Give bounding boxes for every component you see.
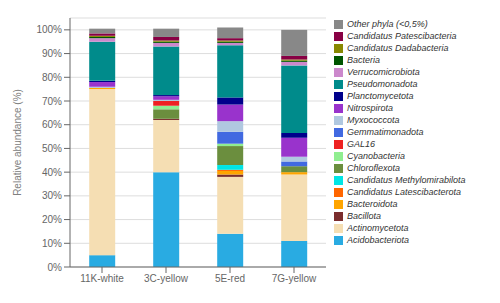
svg-text:11K-white: 11K-white	[80, 273, 124, 284]
svg-text:Relative abundance (%): Relative abundance (%)	[12, 89, 23, 196]
svg-text:7G-yellow: 7G-yellow	[272, 273, 317, 284]
html-text:Planctomycetota: Planctomycetota	[347, 91, 414, 101]
html-text:Bacillota: Bacillota	[347, 211, 381, 221]
svg-text:40%: 40%	[42, 167, 62, 178]
html-text:Bacteria: Bacteria	[347, 55, 380, 65]
html-text:Candidatus Methylomirabilota: Candidatus Methylomirabilota	[347, 175, 466, 185]
html-text:Candidatus Dadabacteria: Candidatus Dadabacteria	[347, 43, 449, 53]
html-text:Verrucomicrobiota: Verrucomicrobiota	[347, 67, 420, 77]
svg-text:10%: 10%	[42, 238, 62, 249]
html-text:Pseudomonadota: Pseudomonadota	[347, 79, 418, 89]
html-text:GAL16: GAL16	[347, 139, 375, 149]
svg-text:90%: 90%	[42, 48, 62, 59]
html-text:Candidatus Patescibacteria: Candidatus Patescibacteria	[347, 31, 457, 41]
html-text:Gemmatimonadota: Gemmatimonadota	[347, 127, 424, 137]
svg-text:80%: 80%	[42, 72, 62, 83]
svg-text:70%: 70%	[42, 96, 62, 107]
svg-text:100%: 100%	[36, 24, 62, 35]
html-text:Bacteroidota: Bacteroidota	[347, 199, 398, 209]
html-text:Nitrospirota: Nitrospirota	[347, 103, 393, 113]
html-text:Acidobacteriota: Acidobacteriota	[347, 235, 409, 245]
html-text:Myxococcota: Myxococcota	[347, 115, 400, 125]
svg-text:50%: 50%	[42, 143, 62, 154]
svg-text:3C-yellow: 3C-yellow	[144, 273, 189, 284]
html-text:Other phyla (<0,5%): Other phyla (<0,5%)	[347, 19, 428, 29]
svg-text:0%: 0%	[48, 262, 63, 273]
svg-text:30%: 30%	[42, 190, 62, 201]
svg-text:20%: 20%	[42, 214, 62, 225]
svg-text:60%: 60%	[42, 119, 62, 130]
html-text:Chloroflexota: Chloroflexota	[347, 163, 400, 173]
html-text:Candidatus Latescibacterota: Candidatus Latescibacterota	[347, 187, 462, 197]
html-text:Actinomycetota: Actinomycetota	[347, 223, 409, 233]
svg-text:5E-red: 5E-red	[215, 273, 245, 284]
html-text:Cyanobacteria: Cyanobacteria	[347, 151, 405, 161]
